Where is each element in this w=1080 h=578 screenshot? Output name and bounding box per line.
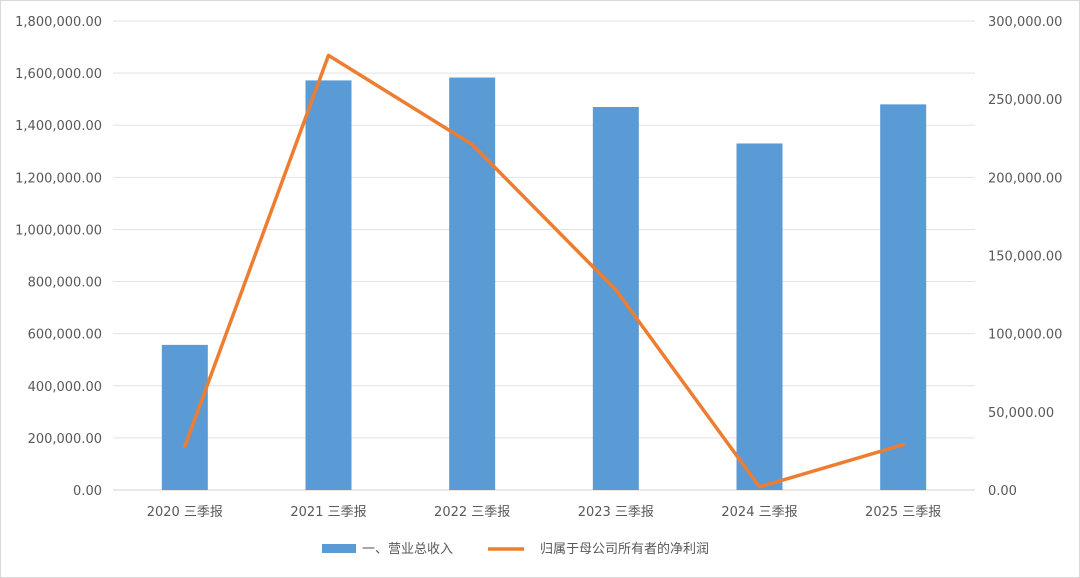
x-tick-label: 2023 三季报 xyxy=(578,505,654,520)
bar-series xyxy=(161,77,927,490)
right-tick-label: 150,000.00 xyxy=(988,250,1062,265)
gridlines xyxy=(113,20,975,491)
x-tick-label: 2024 三季报 xyxy=(721,505,797,520)
x-axis-ticks: 2020 三季报 2021 三季报 2022 三季报 2023 三季报 2024 三季报… xyxy=(147,505,942,520)
right-tick-label: 50,000.00 xyxy=(988,406,1054,421)
bar xyxy=(305,80,352,490)
right-axis-ticks: 0.00 50,000.00 100,000.00 150,000.00 200,000… xyxy=(988,15,1062,499)
bar xyxy=(449,77,496,490)
x-tick-label: 2020 三季报 xyxy=(147,505,223,520)
bar xyxy=(161,344,208,490)
left-tick-label: 0.00 xyxy=(73,484,102,499)
line-path xyxy=(183,53,905,489)
left-tick-label: 800,000.00 xyxy=(28,276,102,291)
left-tick-label: 1,400,000.00 xyxy=(15,119,102,134)
left-axis-ticks: 0.00 200,000.00 400,000.00 600,000.00 800,00… xyxy=(15,15,102,499)
left-tick-label: 1,600,000.00 xyxy=(15,67,102,82)
line-series xyxy=(183,53,905,489)
bar xyxy=(880,104,927,490)
x-tick-label: 2022 三季报 xyxy=(434,505,510,520)
legend-bar-label: 一、营业总收入 xyxy=(362,542,453,557)
bar xyxy=(592,106,639,490)
left-tick-label: 200,000.00 xyxy=(28,432,102,447)
left-tick-label: 1,200,000.00 xyxy=(15,171,102,186)
left-tick-label: 400,000.00 xyxy=(28,380,102,395)
bar xyxy=(736,143,783,490)
legend: 一、营业总收入 归属于母公司所有者的净利润 xyxy=(322,541,709,557)
legend-bar-swatch xyxy=(322,544,356,553)
x-tick-label: 2025 三季报 xyxy=(865,505,941,520)
x-tick-label: 2021 三季报 xyxy=(290,505,366,520)
left-tick-label: 1,000,000.00 xyxy=(15,223,102,238)
right-tick-label: 300,000.00 xyxy=(988,15,1062,30)
right-tick-label: 0.00 xyxy=(988,484,1017,499)
right-tick-label: 100,000.00 xyxy=(988,328,1062,343)
right-tick-label: 200,000.00 xyxy=(988,171,1062,186)
right-tick-label: 250,000.00 xyxy=(988,93,1062,108)
left-tick-label: 1,800,000.00 xyxy=(15,15,102,30)
legend-line-label: 归属于母公司所有者的净利润 xyxy=(540,541,709,557)
left-tick-label: 600,000.00 xyxy=(28,328,102,343)
